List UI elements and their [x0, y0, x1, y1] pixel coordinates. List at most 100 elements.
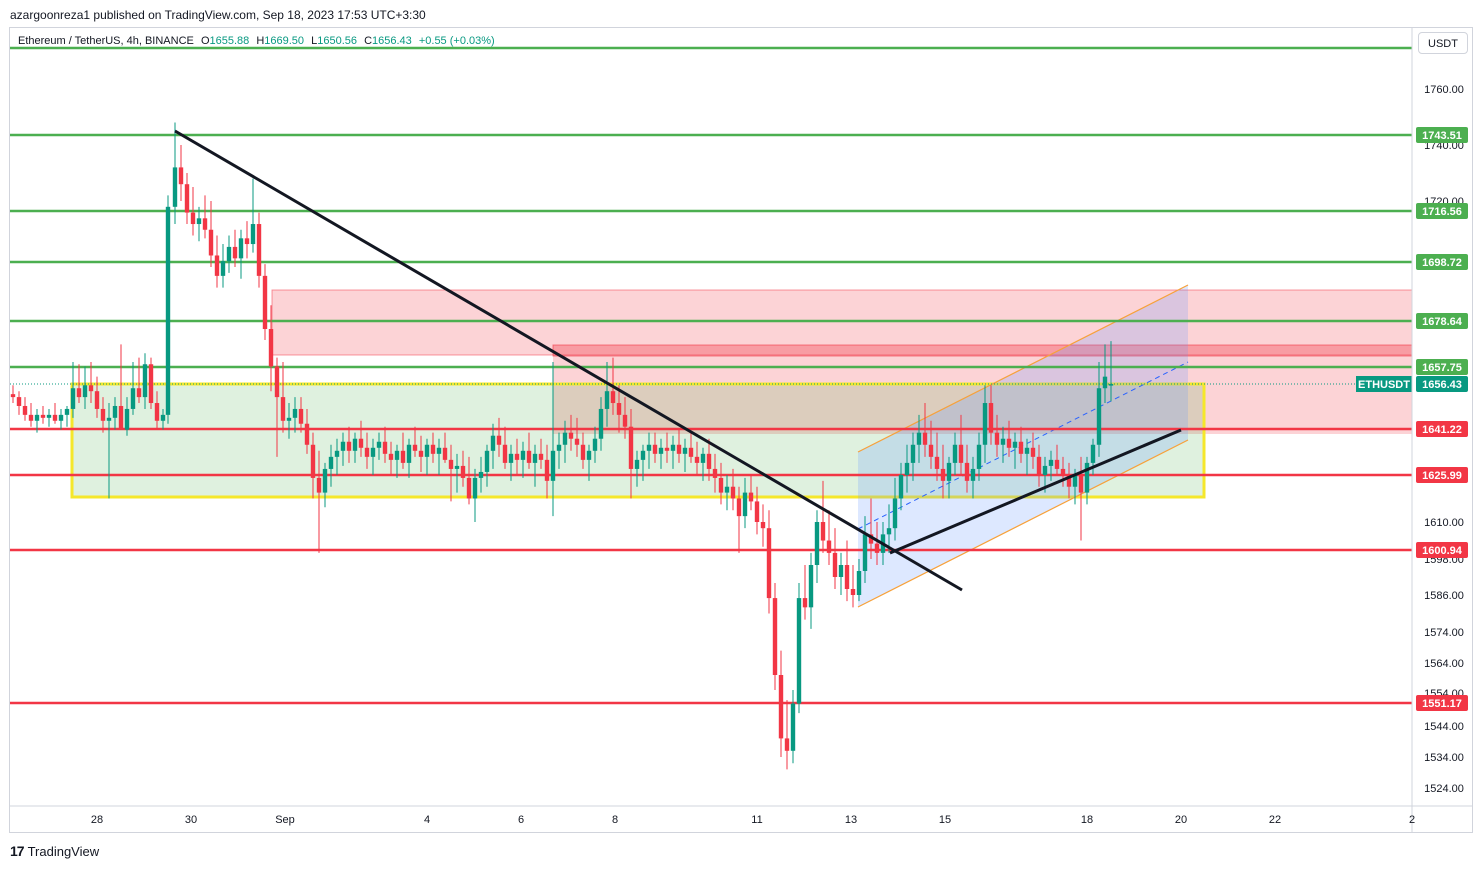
candle-body [868, 534, 874, 544]
level-price-label: 1698.72 [1422, 257, 1462, 269]
candle-body [604, 391, 610, 409]
time-tick-label: 22 [1269, 814, 1281, 826]
candle-body [832, 552, 838, 577]
candle-body [112, 405, 118, 418]
candle-body [814, 522, 820, 565]
candle-body [976, 444, 982, 469]
candle-body [436, 447, 442, 454]
candle-body [262, 275, 268, 330]
candle-body [718, 477, 724, 493]
candle-body [910, 444, 916, 463]
candle-body [514, 453, 520, 460]
candle-body [298, 408, 304, 424]
candle-body [388, 453, 394, 460]
candle-body [856, 571, 862, 595]
candle-body [826, 540, 832, 553]
candle-body [994, 432, 1000, 445]
time-tick-label: 18 [1081, 814, 1093, 826]
candle-body [316, 477, 322, 493]
candle-body [808, 565, 814, 608]
candle-body [802, 598, 808, 608]
candle-body [418, 450, 424, 457]
current-price-label: 1656.43 [1422, 379, 1462, 391]
candle-body [886, 528, 892, 535]
candle-body [658, 447, 664, 454]
candle-body [766, 528, 772, 599]
candle-body [874, 543, 880, 553]
candle-body [1084, 462, 1090, 493]
candle-body [922, 432, 928, 445]
candle-body [1036, 456, 1042, 475]
candle-body [154, 403, 160, 421]
candle-body [454, 465, 460, 469]
level-price-label: 1641.22 [1422, 424, 1462, 436]
resistance-zone-thin [552, 344, 1413, 357]
currency-button[interactable]: USDT [1418, 32, 1468, 54]
candle-body [46, 414, 52, 418]
candle-body [970, 468, 976, 481]
level-price-label: 1600.94 [1422, 545, 1463, 557]
tradingview-logo-icon: 17 [10, 843, 25, 859]
candle-body [940, 468, 946, 481]
resistance-zone-upper [271, 289, 1413, 356]
time-tick-label: 2 [1409, 814, 1415, 826]
candle-body [598, 408, 604, 439]
candle-body [76, 388, 82, 398]
time-tick-label: 13 [845, 814, 857, 826]
candle-body [52, 414, 58, 421]
candle-body [616, 403, 622, 415]
candle-body [676, 444, 682, 454]
candle-body [550, 450, 556, 481]
candle-body [670, 444, 676, 451]
price-tick-label: 1544.00 [1424, 721, 1464, 733]
candle-body [238, 238, 244, 259]
candle-body [862, 534, 868, 571]
ascending-trendline [889, 428, 1182, 555]
candle-body [892, 498, 898, 529]
level-price-tag [1416, 127, 1468, 143]
candle-body [406, 444, 412, 463]
time-tick-label: 8 [612, 814, 618, 826]
candle-body [424, 444, 430, 457]
legend-close: 1656.43 [372, 35, 412, 47]
time-tick-label: Sep [275, 814, 295, 826]
time-tick-label: 28 [91, 814, 103, 826]
candle-body [478, 471, 484, 478]
candle-body [778, 675, 784, 739]
time-tick-label: 20 [1175, 814, 1187, 826]
candle-body [214, 255, 220, 276]
candle-body [964, 462, 970, 481]
level-price-label: 1743.51 [1422, 130, 1462, 142]
candle-body [700, 453, 706, 463]
price-tick-label: 1760.00 [1424, 84, 1464, 96]
level-price-label: 1716.56 [1422, 206, 1462, 218]
legend-high: 1669.50 [264, 35, 305, 47]
candle-body [292, 408, 298, 418]
candle-body [358, 438, 364, 448]
legend-low: 1650.56 [317, 35, 357, 47]
candle-body [1078, 474, 1084, 493]
candle-body [100, 408, 106, 421]
time-tick-label: 30 [185, 814, 197, 826]
candle-body [898, 474, 904, 499]
candle-body [586, 450, 592, 460]
candle-body [376, 441, 382, 448]
candle-body [178, 167, 184, 185]
candle-body [250, 224, 256, 245]
candle-body [412, 444, 418, 451]
symbol-tag [1356, 376, 1412, 392]
candle-body [916, 432, 922, 445]
candle-body [208, 229, 214, 256]
candle-body [94, 391, 100, 409]
candle-body [682, 447, 688, 454]
legend-open: 1655.88 [209, 35, 250, 47]
candle-body [562, 432, 568, 445]
candle-body [490, 435, 496, 451]
price-tick-label: 1564.00 [1424, 658, 1464, 670]
candle-body [640, 450, 646, 460]
candle-body [1048, 459, 1054, 466]
candle-body [160, 414, 166, 421]
candle-body [610, 391, 616, 404]
candle-body [196, 218, 202, 225]
